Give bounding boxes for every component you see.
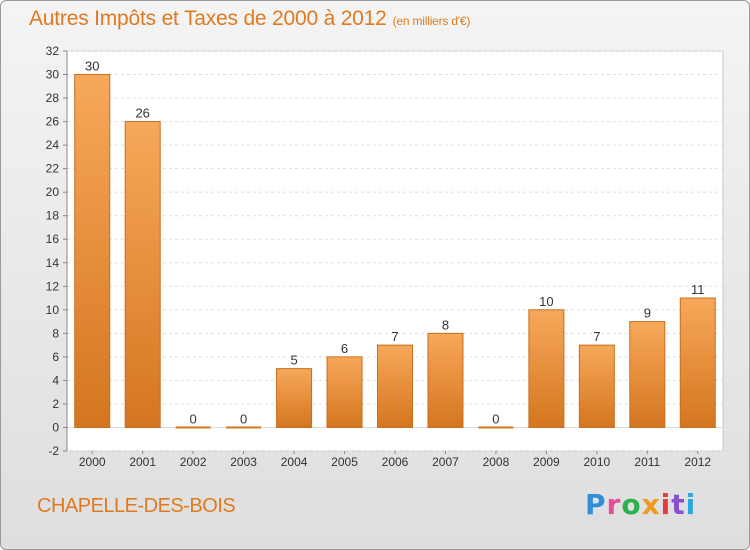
bar-2002 xyxy=(175,426,211,429)
bar-2009 xyxy=(528,309,565,428)
y-tick-label: 26 xyxy=(46,115,60,129)
data-label-2010: 7 xyxy=(593,329,600,344)
x-tick-label-2011: 2011 xyxy=(634,455,660,469)
bar-2006 xyxy=(377,344,413,428)
bar-2001 xyxy=(124,121,161,428)
y-tick-label: 22 xyxy=(46,162,60,176)
y-tick-label: 24 xyxy=(46,138,60,152)
data-label-2009: 10 xyxy=(539,294,553,309)
data-label-2005: 6 xyxy=(341,341,348,356)
y-tick-label: 0 xyxy=(52,420,59,434)
bar-2004 xyxy=(276,368,313,428)
bar-2012 xyxy=(679,297,716,428)
x-tick-label-2003: 2003 xyxy=(230,455,257,469)
bar-2010 xyxy=(578,344,615,428)
y-tick-label: 8 xyxy=(52,326,59,340)
x-tick-label-2004: 2004 xyxy=(281,455,308,469)
y-tick-label: 28 xyxy=(46,91,60,105)
x-tick-label-2006: 2006 xyxy=(382,455,409,469)
y-tick-label: 12 xyxy=(46,279,60,293)
y-tick-label: -2 xyxy=(48,444,59,458)
x-tick-label-2008: 2008 xyxy=(483,455,510,469)
data-label-2002: 0 xyxy=(190,411,197,426)
bar-2007 xyxy=(427,332,464,428)
data-label-2012: 11 xyxy=(691,282,705,297)
y-tick-label: 10 xyxy=(46,303,60,317)
data-label-2000: 30 xyxy=(85,59,99,74)
bar-2000 xyxy=(74,74,111,428)
bar-2003 xyxy=(226,426,262,429)
bar-2011 xyxy=(629,321,666,428)
bar-2008 xyxy=(478,426,514,429)
data-label-2011: 9 xyxy=(644,306,651,321)
chart-title-text: Autres Impôts et Taxes de 2000 à 2012 xyxy=(29,7,387,30)
x-tick-label-2005: 2005 xyxy=(331,455,358,469)
data-label-2004: 5 xyxy=(290,353,297,368)
bar-2005 xyxy=(326,356,363,428)
x-tick-label-2001: 2001 xyxy=(129,455,156,469)
x-tick-label-2002: 2002 xyxy=(180,455,207,469)
y-tick-label: 16 xyxy=(46,232,60,246)
data-label-2001: 26 xyxy=(135,106,149,121)
y-tick-label: 20 xyxy=(46,185,60,199)
proxiti-logo: Proxiti xyxy=(585,488,697,521)
x-tick-label-2010: 2010 xyxy=(583,455,610,469)
data-label-2008: 0 xyxy=(492,411,499,426)
y-tick-label: 4 xyxy=(52,373,59,387)
data-label-2003: 0 xyxy=(240,411,247,426)
data-label-2007: 8 xyxy=(442,317,449,332)
x-tick-label-2000: 2000 xyxy=(79,455,106,469)
y-tick-label: 18 xyxy=(46,209,60,223)
x-tick-label-2012: 2012 xyxy=(684,455,711,469)
x-tick-label-2009: 2009 xyxy=(533,455,560,469)
y-tick-label: 32 xyxy=(46,44,60,58)
chart-subtitle: (en milliers d'€) xyxy=(392,14,471,28)
y-tick-label: 2 xyxy=(52,397,59,411)
y-tick-label: 30 xyxy=(46,68,60,82)
y-tick-label: 6 xyxy=(52,350,59,364)
commune-name: CHAPELLE-DES-BOIS xyxy=(37,495,236,517)
y-tick-label: 14 xyxy=(46,256,60,270)
data-label-2006: 7 xyxy=(391,329,398,344)
chart-title: Autres Impôts et Taxes de 2000 à 2012 (en… xyxy=(29,7,470,31)
x-tick-label-2007: 2007 xyxy=(432,455,459,469)
